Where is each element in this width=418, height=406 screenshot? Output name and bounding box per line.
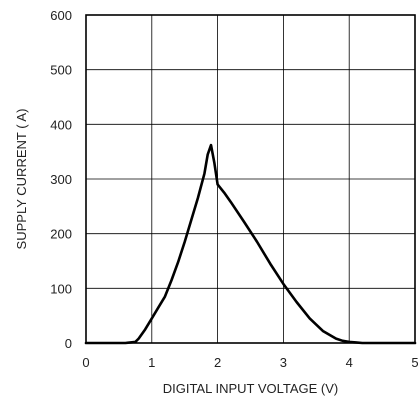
plot-area [84, 143, 417, 345]
y-tick-label: 500 [50, 63, 72, 78]
x-axis-tick-labels: 0 1 2 3 4 5 [82, 355, 418, 370]
y-axis-title: SUPPLY CURRENT ( A) [14, 109, 29, 250]
y-tick-label: 200 [50, 227, 72, 242]
x-tick-label: 3 [280, 355, 287, 370]
x-tick-label: 4 [346, 355, 353, 370]
x-tick-label: 1 [148, 355, 155, 370]
x-tick-label: 2 [214, 355, 221, 370]
plot-frame [85, 14, 416, 344]
y-tick-label: 600 [50, 8, 72, 23]
y-tick-label: 300 [50, 172, 72, 187]
x-tick-label: 0 [82, 355, 89, 370]
y-tick-label: 0 [65, 336, 72, 351]
series-line-0 [84, 143, 417, 345]
y-axis-tick-labels: 0 100 200 300 400 500 600 [50, 8, 72, 351]
y-tick-label: 400 [50, 117, 72, 132]
y-tick-label: 100 [50, 281, 72, 296]
x-tick-label: 5 [411, 355, 418, 370]
x-axis-title: DIGITAL INPUT VOLTAGE (V) [163, 381, 339, 396]
grid [86, 15, 415, 343]
